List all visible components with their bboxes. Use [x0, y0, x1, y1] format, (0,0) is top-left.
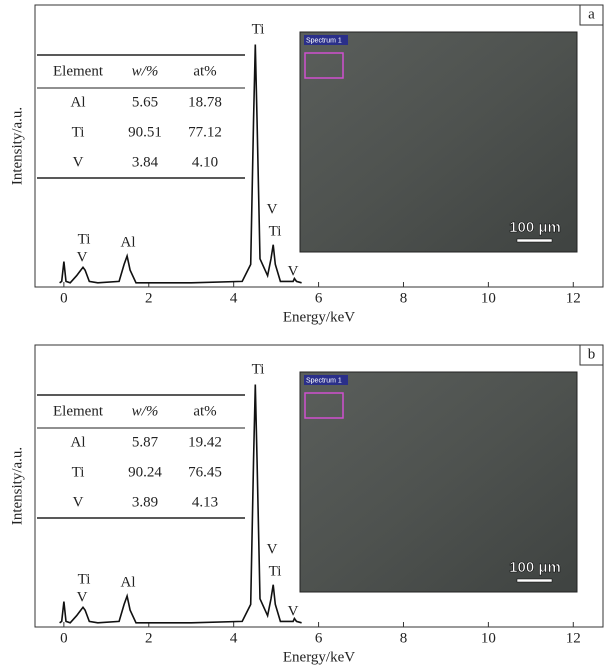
scale-label: 100 μm	[509, 219, 561, 236]
x-tick-label: 8	[400, 630, 408, 646]
y-axis-label: Intensity/a.u.	[9, 447, 25, 525]
x-tick-label: 0	[60, 290, 68, 306]
scale-bar	[517, 239, 552, 242]
table-cell: 4.10	[192, 154, 218, 170]
peak-label: Ti	[252, 361, 265, 377]
peak-label: Ti	[269, 563, 282, 579]
spectrum-name: Spectrum 1	[306, 37, 342, 44]
table-cell: 3.89	[132, 494, 158, 510]
x-tick-label: 12	[566, 290, 581, 306]
table-header: w/%	[132, 403, 159, 419]
peak-label: Ti	[252, 21, 265, 37]
peak-label: V	[288, 263, 299, 279]
table-cell: Ti	[72, 464, 85, 480]
x-tick-label: 0	[60, 630, 68, 646]
table-cell: Al	[71, 434, 86, 450]
x-axis-label: Energy/keV	[283, 309, 355, 325]
x-tick-label: 10	[481, 290, 496, 306]
table-cell: Al	[71, 94, 86, 110]
table-cell: 90.51	[128, 124, 162, 140]
peak-label: V	[77, 249, 88, 265]
table-cell: 19.42	[188, 434, 222, 450]
peak-label: V	[267, 201, 278, 217]
table-cell: 77.12	[188, 124, 222, 140]
table-cell: V	[73, 154, 84, 170]
table-cell: 5.65	[132, 94, 158, 110]
table-cell: 4.13	[192, 494, 218, 510]
scale-bar	[517, 579, 552, 582]
x-tick-label: 6	[315, 630, 323, 646]
peak-label: V	[267, 541, 278, 557]
panel-label: a	[588, 6, 595, 22]
x-axis-label: Energy/keV	[283, 649, 355, 665]
peak-label: Ti	[78, 571, 91, 587]
table-cell: Ti	[72, 124, 85, 140]
x-tick-label: 2	[145, 290, 153, 306]
table-header: w/%	[132, 63, 159, 79]
x-tick-label: 8	[400, 290, 408, 306]
x-tick-label: 6	[315, 290, 323, 306]
table-header: at%	[193, 63, 216, 79]
spectrum-line	[60, 45, 302, 283]
y-axis-label: Intensity/a.u.	[9, 107, 25, 185]
x-tick-label: 10	[481, 630, 496, 646]
x-tick-label: 4	[230, 290, 238, 306]
scale-label: 100 μm	[509, 559, 561, 576]
x-tick-label: 4	[230, 630, 238, 646]
table-cell: 76.45	[188, 464, 222, 480]
table-header: Element	[53, 63, 104, 79]
peak-label: V	[77, 589, 88, 605]
peak-label: Al	[121, 234, 136, 250]
x-tick-label: 12	[566, 630, 581, 646]
table-header: Element	[53, 403, 104, 419]
table-cell: V	[73, 494, 84, 510]
table-cell: 18.78	[188, 94, 222, 110]
x-tick-label: 2	[145, 630, 153, 646]
panel-label: b	[588, 346, 596, 362]
peak-label: Ti	[269, 223, 282, 239]
table-header: at%	[193, 403, 216, 419]
figure: a 0 2 4 6 8 10 12 Energy/keV Intensity/a.u. Ti V Ti T…	[0, 0, 612, 670]
table-cell: 3.84	[132, 154, 159, 170]
peak-label: Ti	[78, 231, 91, 247]
spectrum-line	[60, 385, 302, 623]
spectrum-name: Spectrum 1	[306, 377, 342, 384]
table-cell: 90.24	[128, 464, 162, 480]
peak-label: V	[288, 603, 299, 619]
peak-label: Al	[121, 574, 136, 590]
table-cell: 5.87	[132, 434, 159, 450]
